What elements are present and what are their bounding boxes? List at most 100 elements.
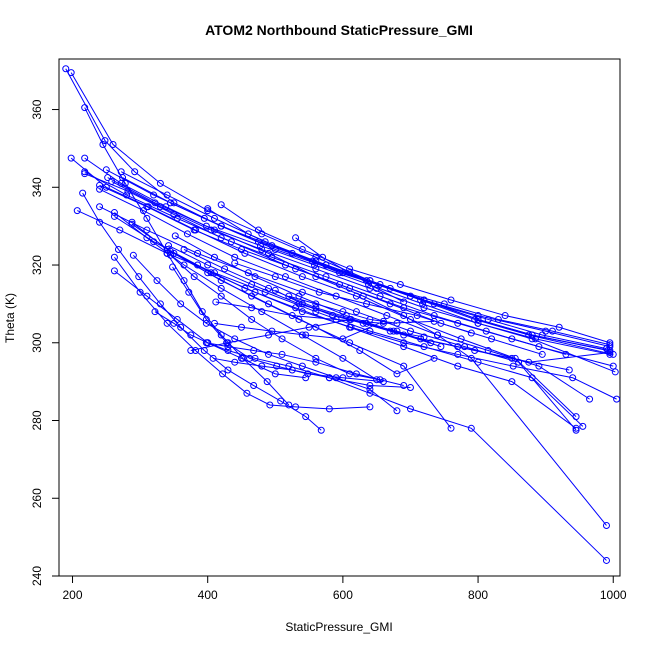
data-point (248, 280, 256, 288)
data-point (347, 323, 355, 331)
data-point (204, 261, 212, 269)
data-point (237, 323, 245, 331)
series-line (70, 157, 577, 417)
data-point (352, 308, 360, 316)
data-point (251, 273, 259, 281)
data-point (325, 405, 333, 413)
data-point (265, 350, 273, 358)
data-point (177, 323, 185, 331)
data-point (143, 292, 151, 300)
data-point (153, 277, 161, 285)
series-line (114, 256, 370, 410)
data-point (352, 370, 360, 378)
data-point (209, 354, 217, 362)
data-point (420, 296, 428, 304)
data-point (198, 308, 206, 316)
data-point (170, 249, 178, 257)
data-point (329, 312, 337, 320)
x-tick-label: 1000 (600, 588, 627, 602)
data-point (366, 382, 374, 390)
data-point (454, 319, 462, 327)
series-line (132, 254, 398, 412)
series-trace (285, 292, 401, 327)
data-point (210, 253, 218, 261)
data-point (346, 265, 354, 273)
data-point (548, 327, 556, 335)
data-point (400, 339, 408, 347)
data-point (101, 137, 109, 145)
data-point (231, 259, 239, 267)
data-point (400, 343, 408, 351)
series-line (206, 342, 404, 387)
data-point (156, 179, 164, 187)
data-point (224, 343, 232, 351)
data-point (116, 226, 124, 234)
data-point (128, 218, 136, 226)
data-point (312, 300, 320, 308)
data-point (207, 269, 215, 277)
data-point (366, 403, 374, 411)
x-tick-label: 800 (468, 588, 488, 602)
data-point (248, 315, 256, 323)
series-trace (187, 315, 428, 355)
data-point (258, 362, 266, 370)
data-point (606, 339, 614, 347)
data-point (366, 385, 374, 393)
series-line (107, 177, 616, 373)
data-point (386, 284, 394, 292)
series-trace (231, 259, 475, 337)
series-trace (108, 177, 614, 358)
y-tick-label: 300 (30, 332, 44, 352)
series-line (190, 318, 425, 352)
data-point (471, 347, 479, 355)
data-point (396, 280, 404, 288)
data-point (96, 218, 104, 226)
data-point (467, 329, 475, 337)
y-tick-label: 280 (30, 410, 44, 430)
data-point (167, 251, 175, 259)
series-line (114, 212, 377, 381)
series-trace (202, 339, 408, 390)
series-line (214, 320, 384, 340)
series-trace (110, 253, 374, 413)
series-line (213, 357, 411, 388)
x-tick-label: 600 (333, 588, 353, 602)
data-point (190, 273, 198, 281)
series-layer (62, 65, 621, 564)
data-point (312, 358, 320, 366)
data-point (346, 370, 354, 378)
data-point (336, 269, 343, 277)
data-point (109, 141, 117, 149)
series-trace (73, 207, 587, 430)
y-axis-label: Theta (K) (3, 293, 17, 343)
data-point (265, 300, 273, 308)
data-point (508, 378, 516, 386)
data-point (217, 284, 225, 292)
data-point (217, 222, 225, 230)
series-trace (217, 201, 614, 347)
series-line (295, 237, 404, 303)
data-point (207, 226, 215, 234)
data-point (298, 273, 306, 281)
data-point (535, 343, 543, 351)
data-point (393, 407, 401, 415)
data-point (494, 315, 502, 323)
data-point (114, 245, 122, 253)
series-line (220, 204, 611, 344)
data-point (251, 288, 259, 296)
data-point (586, 395, 594, 403)
data-point (447, 296, 455, 304)
data-point (210, 214, 218, 222)
data-point (366, 315, 374, 323)
data-point (447, 424, 455, 432)
data-point (266, 401, 274, 409)
data-point (151, 308, 159, 316)
data-point (322, 261, 330, 269)
series-trace (271, 286, 435, 347)
series-trace (167, 251, 384, 384)
series-line (170, 250, 617, 400)
data-point (454, 362, 462, 370)
data-point (268, 327, 276, 335)
data-point (237, 245, 245, 253)
data-point (339, 308, 347, 316)
